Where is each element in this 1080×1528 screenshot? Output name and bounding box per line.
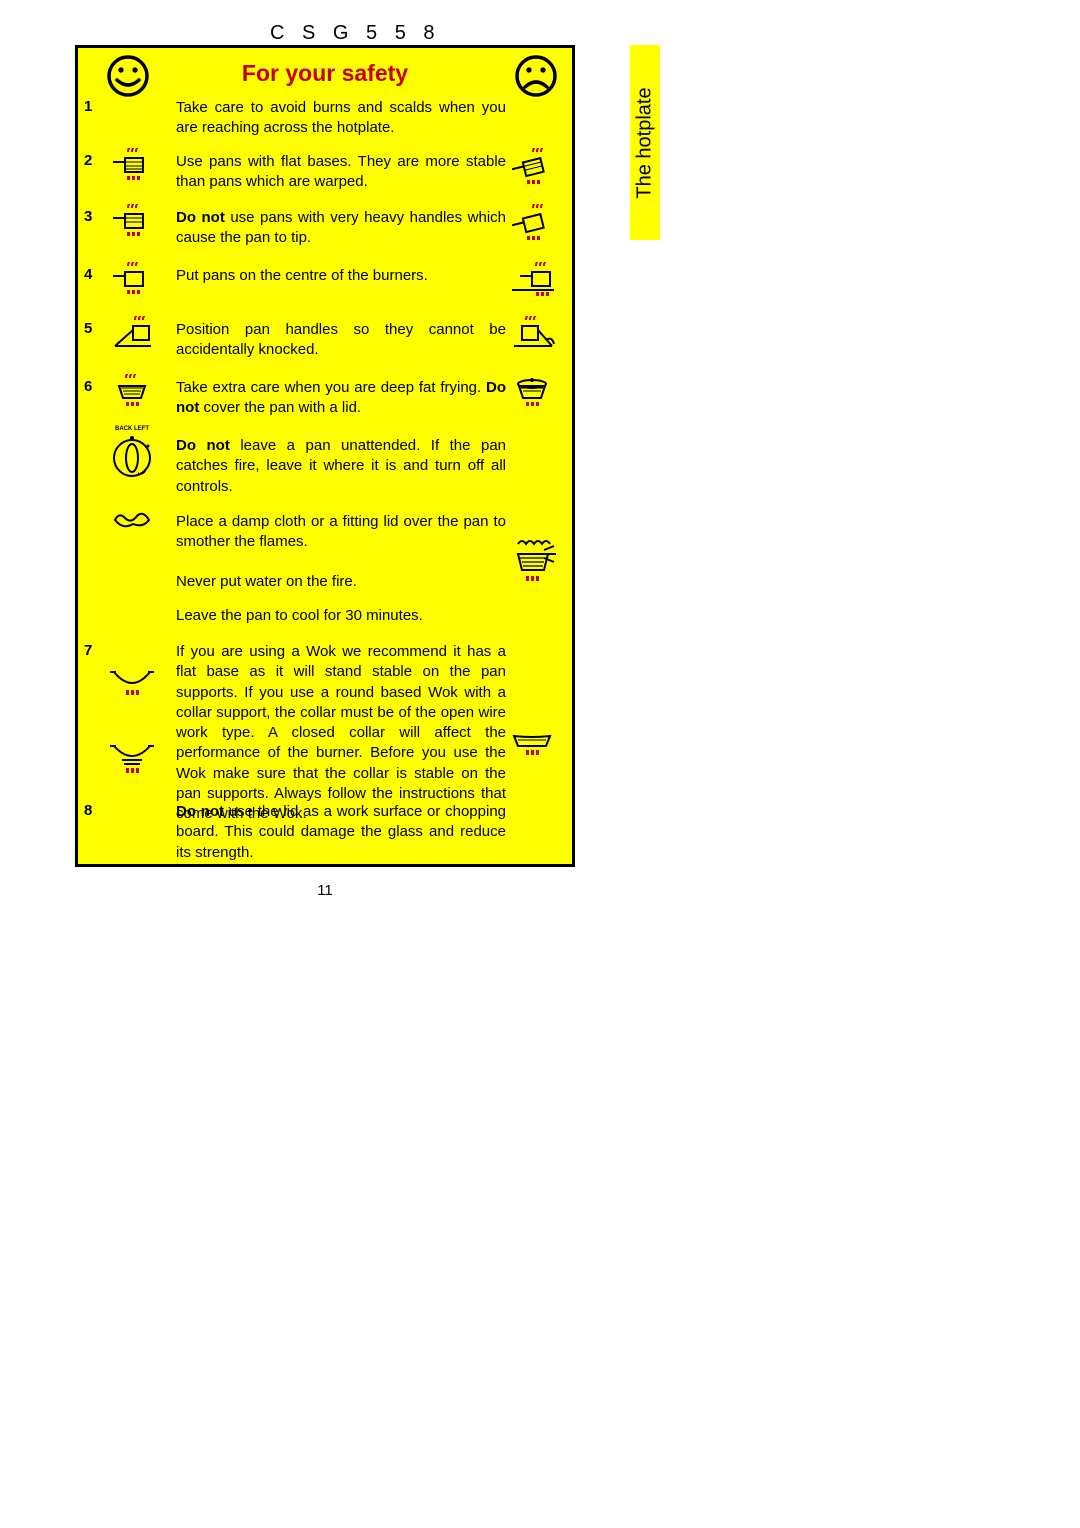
row-number: 5 (84, 320, 92, 337)
row-text: Use pans with flat bases. They are more … (176, 152, 506, 193)
row-text: Never put water on the fire. (176, 572, 506, 592)
row-text: Position pan handles so they cannot be a… (176, 320, 506, 361)
lid-on-pan-icon (508, 374, 556, 414)
damp-cloth-icon (108, 508, 156, 532)
manual-page: C S G 5 5 8 The hotplate For your safety (0, 0, 1080, 1528)
row-number: 8 (84, 802, 92, 819)
row-text: Take care to avoid burns and scalds when… (176, 98, 506, 139)
section-tab: The hotplate (630, 45, 660, 240)
safety-panel: For your safety 1 Take care to avoid bur… (75, 45, 575, 867)
row-text: Do not use the lid as a work surface or … (176, 802, 506, 863)
row-text: Put pans on the centre of the burners. (176, 266, 506, 286)
row-text: Leave the pan to cool for 30 minutes. (176, 606, 506, 626)
row-number: 6 (84, 378, 92, 395)
row-number: 2 (84, 152, 92, 169)
wok-collar-icon (108, 740, 156, 776)
emphasis: Do not (176, 437, 230, 454)
heavy-handle-icon (108, 204, 156, 242)
handle-position-icon (108, 316, 156, 356)
row-text: Do not use pans with very heavy handles … (176, 208, 506, 249)
row-text: If you are using a Wok we recommend it h… (176, 642, 506, 824)
control-dial-icon: BACK LEFT (108, 426, 156, 480)
row-number: 4 (84, 266, 92, 283)
sad-face-icon (514, 54, 558, 98)
offcentre-pan-icon (508, 262, 556, 304)
section-tab-label: The hotplate (634, 87, 657, 198)
happy-face-icon (106, 54, 150, 98)
wok-flat-icon (108, 666, 156, 700)
row-text: Do not leave a pan unattended. If the pa… (176, 436, 506, 497)
row-text: Take extra care when you are deep fat fr… (176, 378, 506, 419)
emphasis: Do not (176, 803, 224, 820)
row-text: Place a damp cloth or a fitting lid over… (176, 512, 506, 553)
row-number: 1 (84, 98, 92, 115)
model-number: C S G 5 5 8 (270, 22, 441, 45)
tipping-pan-icon (508, 204, 556, 246)
row-number: 3 (84, 208, 92, 225)
page-number: 11 (75, 882, 575, 899)
panel-title: For your safety (78, 60, 572, 87)
pan-fire-icon (508, 536, 556, 596)
tilted-pan-icon (508, 148, 556, 190)
wok-closed-collar-icon (508, 730, 556, 764)
emphasis: Do not (176, 209, 225, 226)
handle-knock-icon (508, 316, 556, 360)
dial-label: BACK LEFT (108, 426, 156, 432)
deep-fry-icon (108, 374, 156, 414)
centred-pan-icon (108, 262, 156, 300)
flat-pan-icon (108, 148, 156, 186)
row-number: 7 (84, 642, 92, 659)
